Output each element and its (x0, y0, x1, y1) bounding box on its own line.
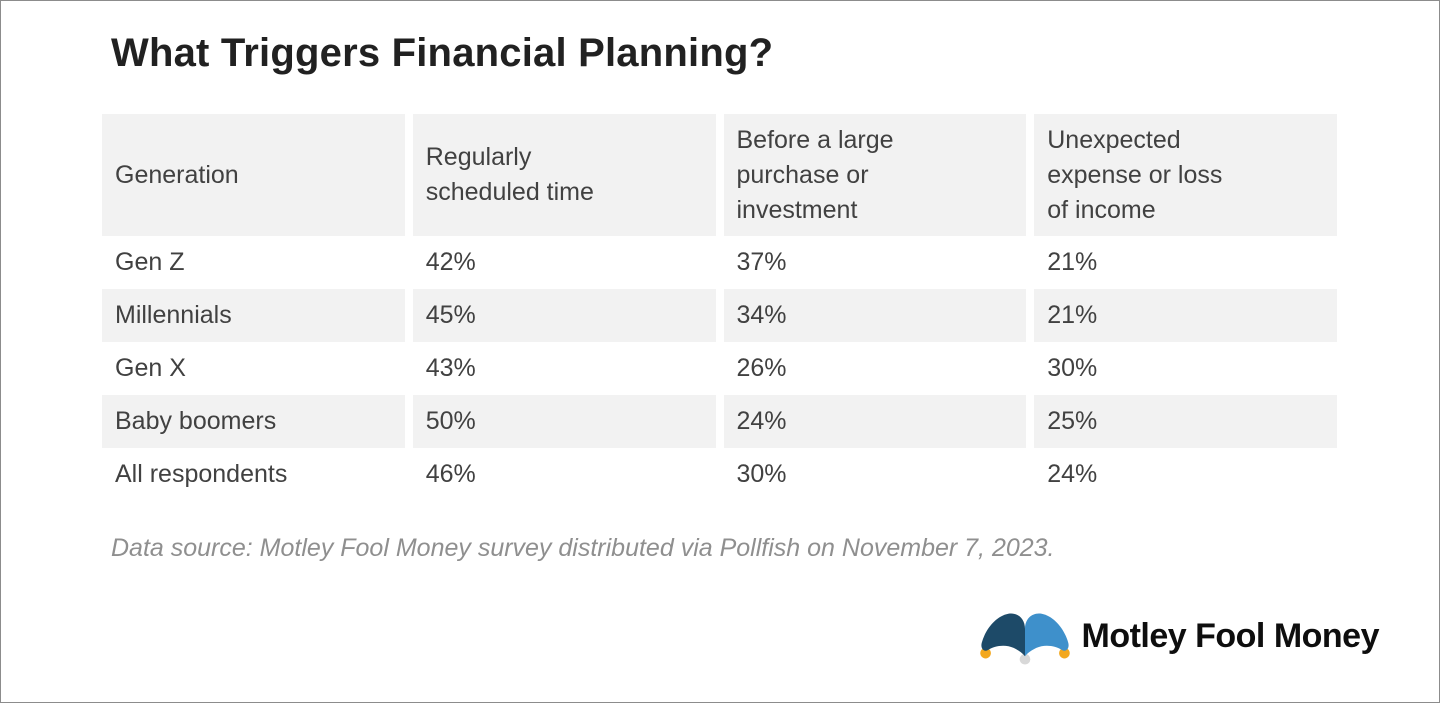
row-label: Millennials (102, 289, 405, 342)
table-cell: 43% (412, 342, 716, 395)
table-cell: 21% (1034, 289, 1337, 342)
row-label: Gen Z (102, 236, 405, 289)
page-title: What Triggers Financial Planning? (111, 31, 774, 75)
table-cell: 30% (723, 448, 1027, 501)
column-header-3: Unexpected expense or loss of income (1034, 114, 1337, 236)
jester-hat-icon (979, 613, 1070, 665)
table-cell: 46% (412, 448, 716, 501)
brand-name: Motley Fool Money (1081, 617, 1380, 655)
table-cell: 45% (412, 289, 716, 342)
table-cell: 26% (723, 342, 1027, 395)
survey-table: Generation Regularly scheduled time Before… (102, 114, 1337, 501)
column-header-2: Before a large purchase or investment (723, 114, 1027, 236)
column-header-0: Generation (102, 114, 405, 236)
table-cell: 24% (1034, 448, 1337, 501)
row-label: Baby boomers (102, 395, 405, 448)
data-source-note: Data source: Motley Fool Money survey di… (111, 534, 1055, 562)
table-cell: 42% (412, 236, 716, 289)
row-label: Gen X (102, 342, 405, 395)
row-label: All respondents (102, 448, 405, 501)
column-header-1: Regularly scheduled time (412, 114, 716, 236)
table-cell: 50% (412, 395, 716, 448)
table-cell: 24% (723, 395, 1027, 448)
table-cell: 25% (1034, 395, 1337, 448)
table-cell: 37% (723, 236, 1027, 289)
brand-logo: Motley Fool Money (978, 606, 1380, 667)
table-cell: 21% (1034, 236, 1337, 289)
table-cell: 34% (723, 289, 1027, 342)
table-cell: 30% (1034, 342, 1337, 395)
